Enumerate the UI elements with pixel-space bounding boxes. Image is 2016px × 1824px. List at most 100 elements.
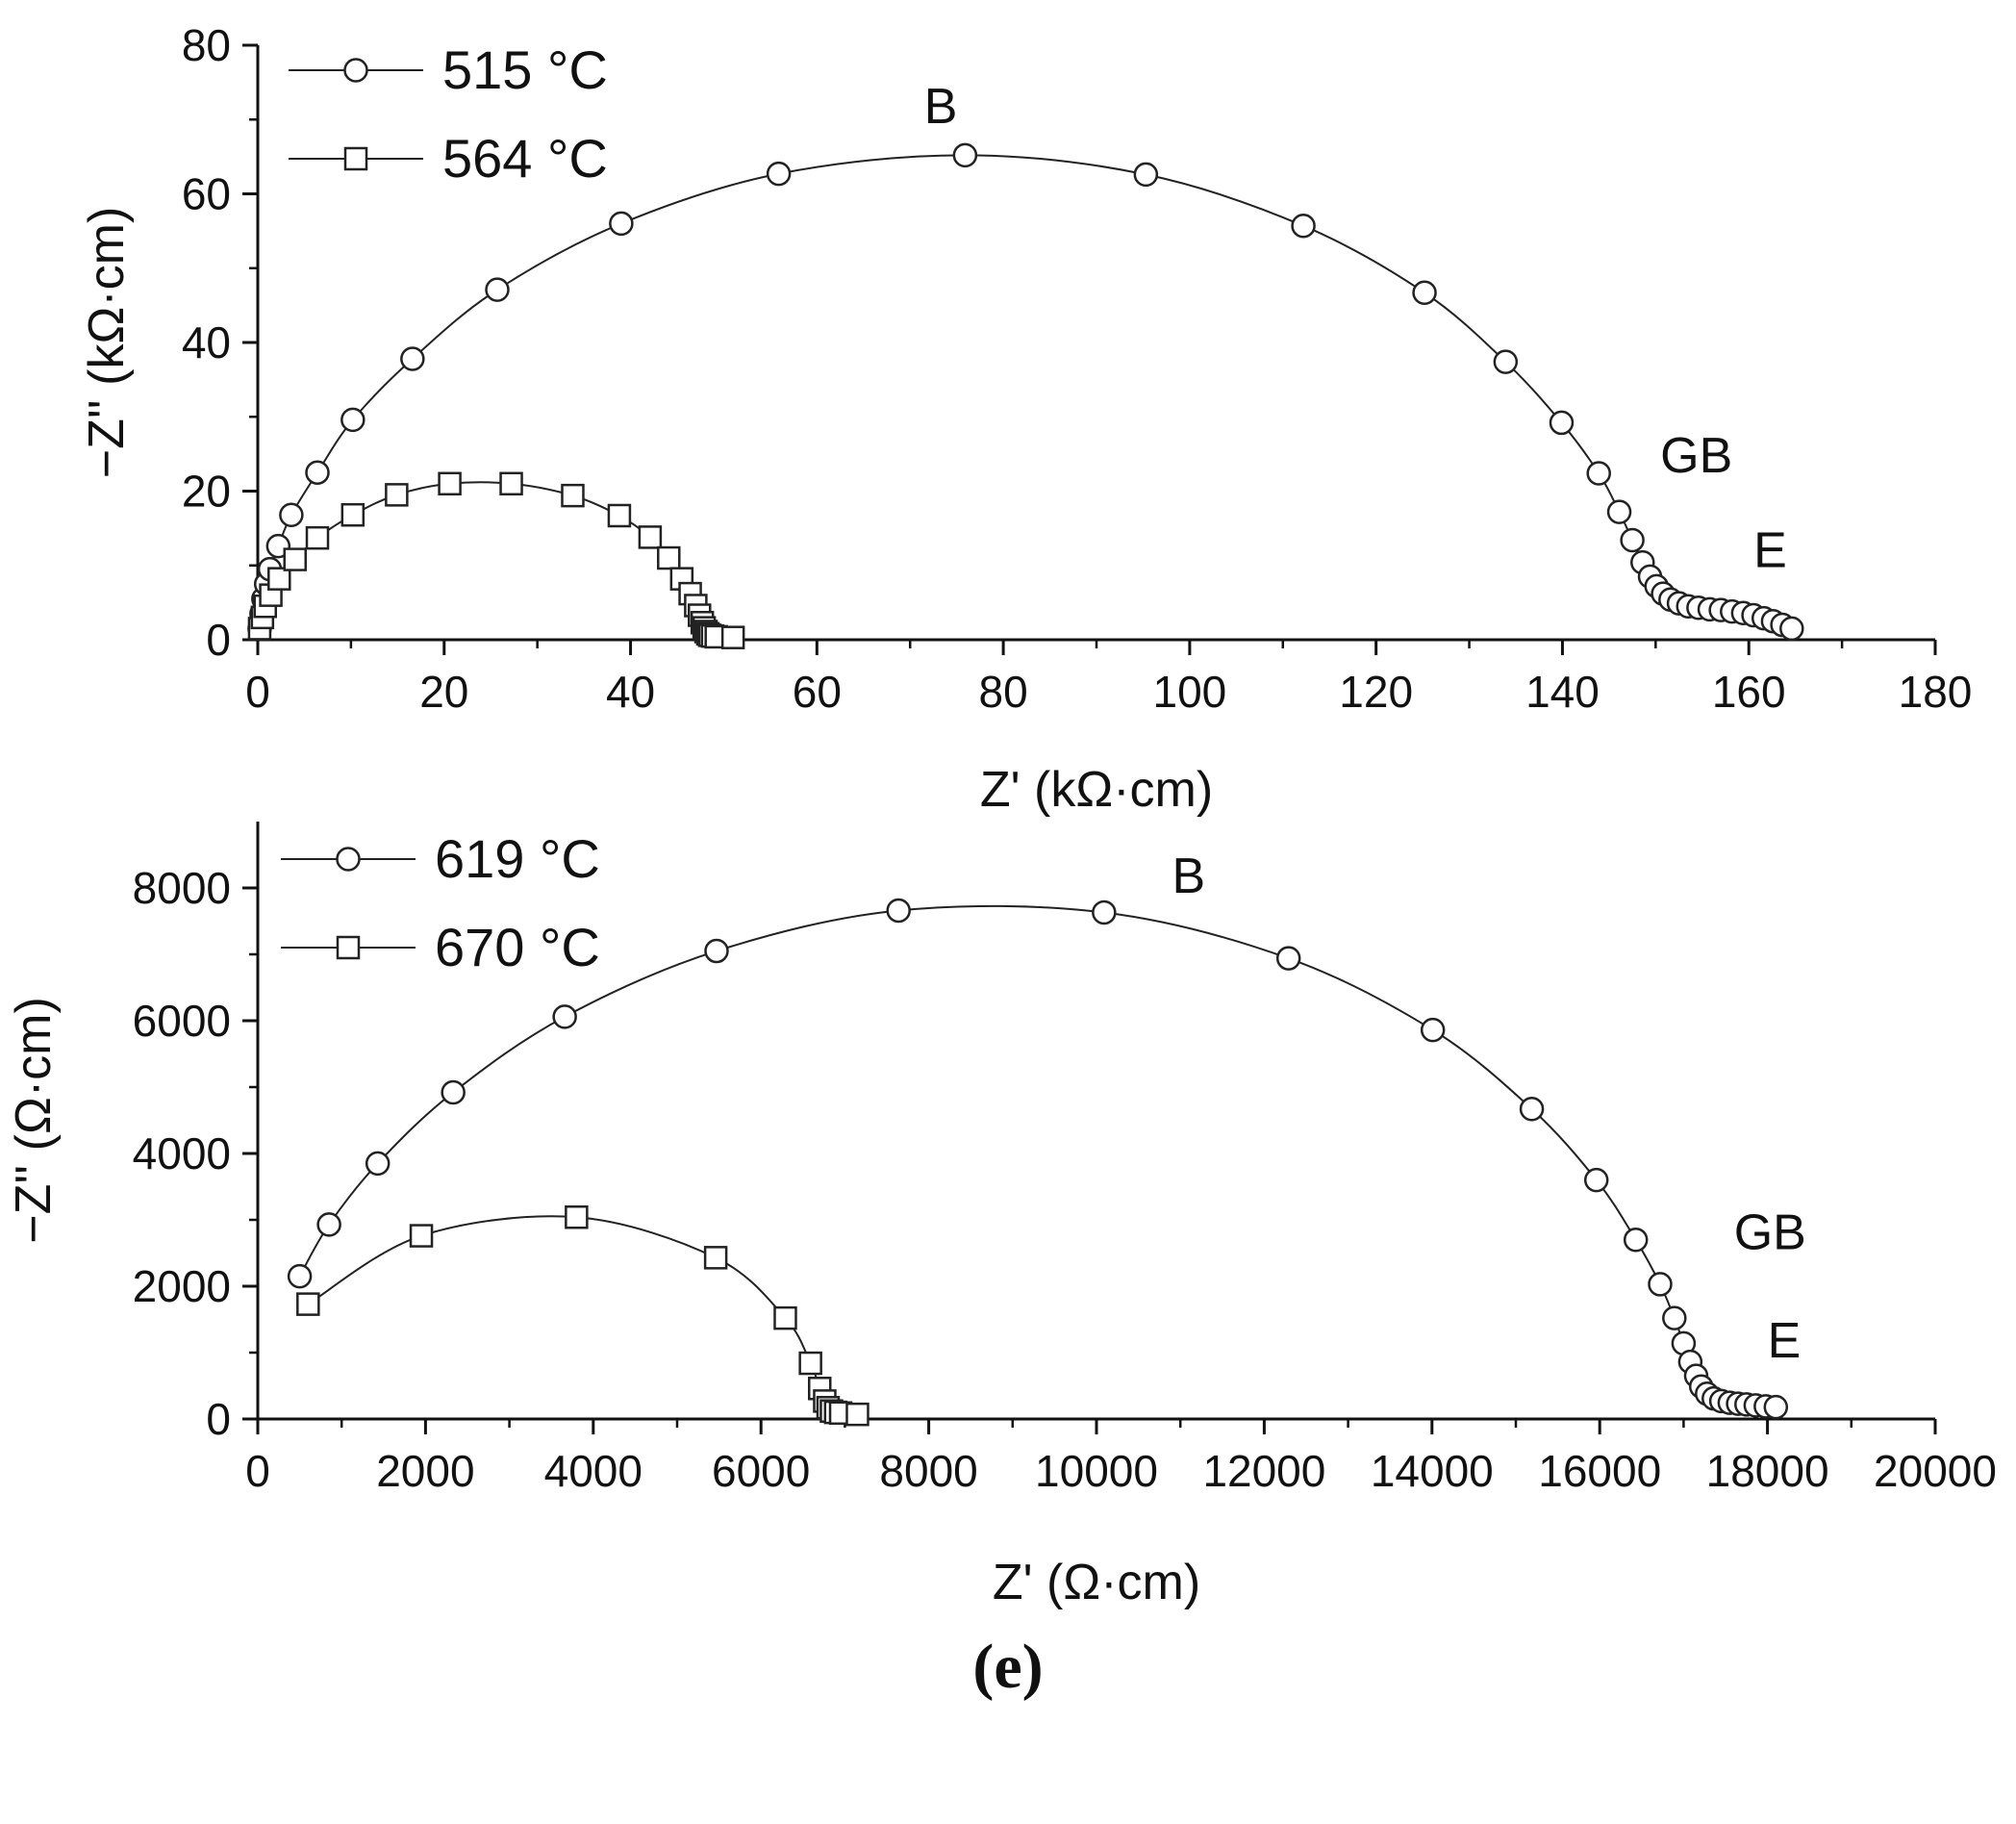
x-axis-label: Z' (Ω·cm)	[993, 1555, 1200, 1610]
circle-data-point	[1662, 1305, 1687, 1330]
circle-data-point	[766, 161, 792, 187]
x-tick-label: 160	[1712, 667, 1786, 717]
legend-label: 670 °C	[435, 917, 600, 977]
circle-data-point	[1420, 1017, 1446, 1043]
circle-data-point	[1291, 213, 1316, 239]
square-data-point	[607, 503, 632, 528]
x-tick-label: 80	[979, 667, 1028, 717]
square-data-point	[409, 1224, 434, 1248]
legend-marker	[343, 146, 368, 171]
square-data-point	[385, 483, 409, 507]
y-tick-label: 8000	[133, 863, 231, 913]
circle-data-point	[1779, 616, 1804, 642]
circle-data-point	[1623, 1227, 1649, 1253]
chart-bottom-panel: 0 2000 4000 6000 8000 10000 12000 14000 16000 180…	[6, 822, 1997, 1610]
annotations: B GB E	[924, 79, 1787, 578]
legend: 515 °C 564 °C	[289, 39, 608, 189]
x-tick-label: 120	[1339, 667, 1413, 717]
square-data-point	[267, 567, 291, 591]
circle-data-point	[1606, 499, 1632, 524]
square-data-point	[438, 471, 462, 496]
square-data-point	[703, 1246, 728, 1270]
circle-data-point	[1519, 1097, 1545, 1122]
square-data-point	[561, 483, 585, 508]
x-tick-label: 20	[419, 667, 468, 717]
x-axis-ticks: 0 2000 4000 6000 8000 10000 12000 14000 16000 180…	[245, 1419, 1997, 1496]
x-axis-ticks: 0 20 40 60 80 100 120 140 160 180	[245, 640, 1972, 717]
circle-data-point	[287, 1263, 313, 1289]
circle-data-point	[340, 407, 365, 433]
y-tick-label: 2000	[133, 1261, 231, 1311]
y-axis-label: −Z'' (kΩ·cm)	[79, 207, 135, 479]
circle-data-point	[305, 460, 330, 485]
square-data-point	[340, 502, 365, 527]
legend-marker	[343, 58, 368, 83]
circle-data-point	[1092, 899, 1117, 925]
x-tick-label: 16000	[1538, 1446, 1661, 1496]
x-tick-label: 20000	[1874, 1446, 1997, 1496]
series-group	[247, 142, 1804, 649]
circle-data-point	[1493, 349, 1519, 374]
x-tick-label: 6000	[712, 1446, 810, 1496]
circle-data-point	[1620, 527, 1645, 553]
region-label: B	[1172, 849, 1205, 904]
x-tick-label: 12000	[1202, 1446, 1325, 1496]
y-axis-ticks: 0 2000 4000 6000 8000	[133, 863, 258, 1444]
legend-label: 619 °C	[435, 828, 600, 889]
x-tick-label: 10000	[1035, 1446, 1158, 1496]
square-data-point	[638, 525, 663, 549]
square-data-point	[499, 471, 523, 496]
circle-data-point	[1586, 461, 1611, 486]
square-data-point	[798, 1351, 822, 1376]
x-tick-label: 140	[1525, 667, 1600, 717]
x-tick-label: 60	[793, 667, 842, 717]
x-tick-label: 0	[245, 667, 270, 717]
region-label: B	[924, 79, 958, 135]
x-tick-label: 18000	[1706, 1446, 1829, 1496]
circle-data-point	[1133, 162, 1159, 188]
x-tick-label: 14000	[1371, 1446, 1494, 1496]
region-label: E	[1753, 522, 1787, 578]
circle-data-point	[1412, 280, 1437, 305]
circle-data-point	[952, 142, 978, 168]
circle-data-point	[1763, 1394, 1789, 1420]
series-line-0	[258, 154, 1793, 630]
circle-data-point	[552, 1004, 577, 1029]
figure-panel-label: (e)	[972, 1632, 1044, 1702]
chart-top-panel: 0 20 40 60 80 100 120 140 160 180 0 20 40 60 80 Z' (k…	[79, 20, 1972, 818]
y-tick-label: 40	[182, 317, 231, 367]
legend-label: 515 °C	[442, 39, 608, 100]
y-axis-label: −Z'' (Ω·cm)	[6, 997, 62, 1244]
circle-data-point	[485, 277, 510, 302]
square-data-point	[305, 525, 330, 550]
y-tick-label: 0	[206, 1394, 231, 1444]
region-label: E	[1768, 1313, 1802, 1369]
square-data-point	[657, 545, 681, 570]
y-tick-label: 20	[182, 467, 231, 517]
y-axis-ticks: 0 20 40 60 80	[182, 20, 258, 665]
y-tick-label: 6000	[133, 996, 231, 1046]
circle-data-point	[316, 1212, 341, 1237]
x-tick-label: 40	[606, 667, 655, 717]
x-tick-label: 100	[1153, 667, 1227, 717]
square-data-point	[565, 1204, 589, 1229]
circle-data-point	[365, 1151, 391, 1177]
y-tick-label: 0	[206, 615, 231, 665]
y-tick-label: 60	[182, 169, 231, 219]
circle-data-point	[441, 1079, 466, 1105]
series-line-0	[298, 904, 1777, 1408]
region-label: GB	[1734, 1204, 1806, 1260]
legend-marker	[336, 935, 361, 960]
series-group	[287, 898, 1789, 1427]
y-tick-label: 80	[182, 20, 231, 70]
x-tick-label: 2000	[376, 1446, 474, 1496]
circle-data-point	[704, 938, 729, 964]
circle-data-point	[1275, 946, 1301, 971]
circle-data-point	[1648, 1272, 1673, 1297]
x-tick-label: 180	[1899, 667, 1973, 717]
square-data-point	[720, 625, 745, 649]
circle-data-point	[279, 502, 304, 527]
square-data-point	[773, 1305, 797, 1330]
circle-data-point	[400, 346, 425, 371]
